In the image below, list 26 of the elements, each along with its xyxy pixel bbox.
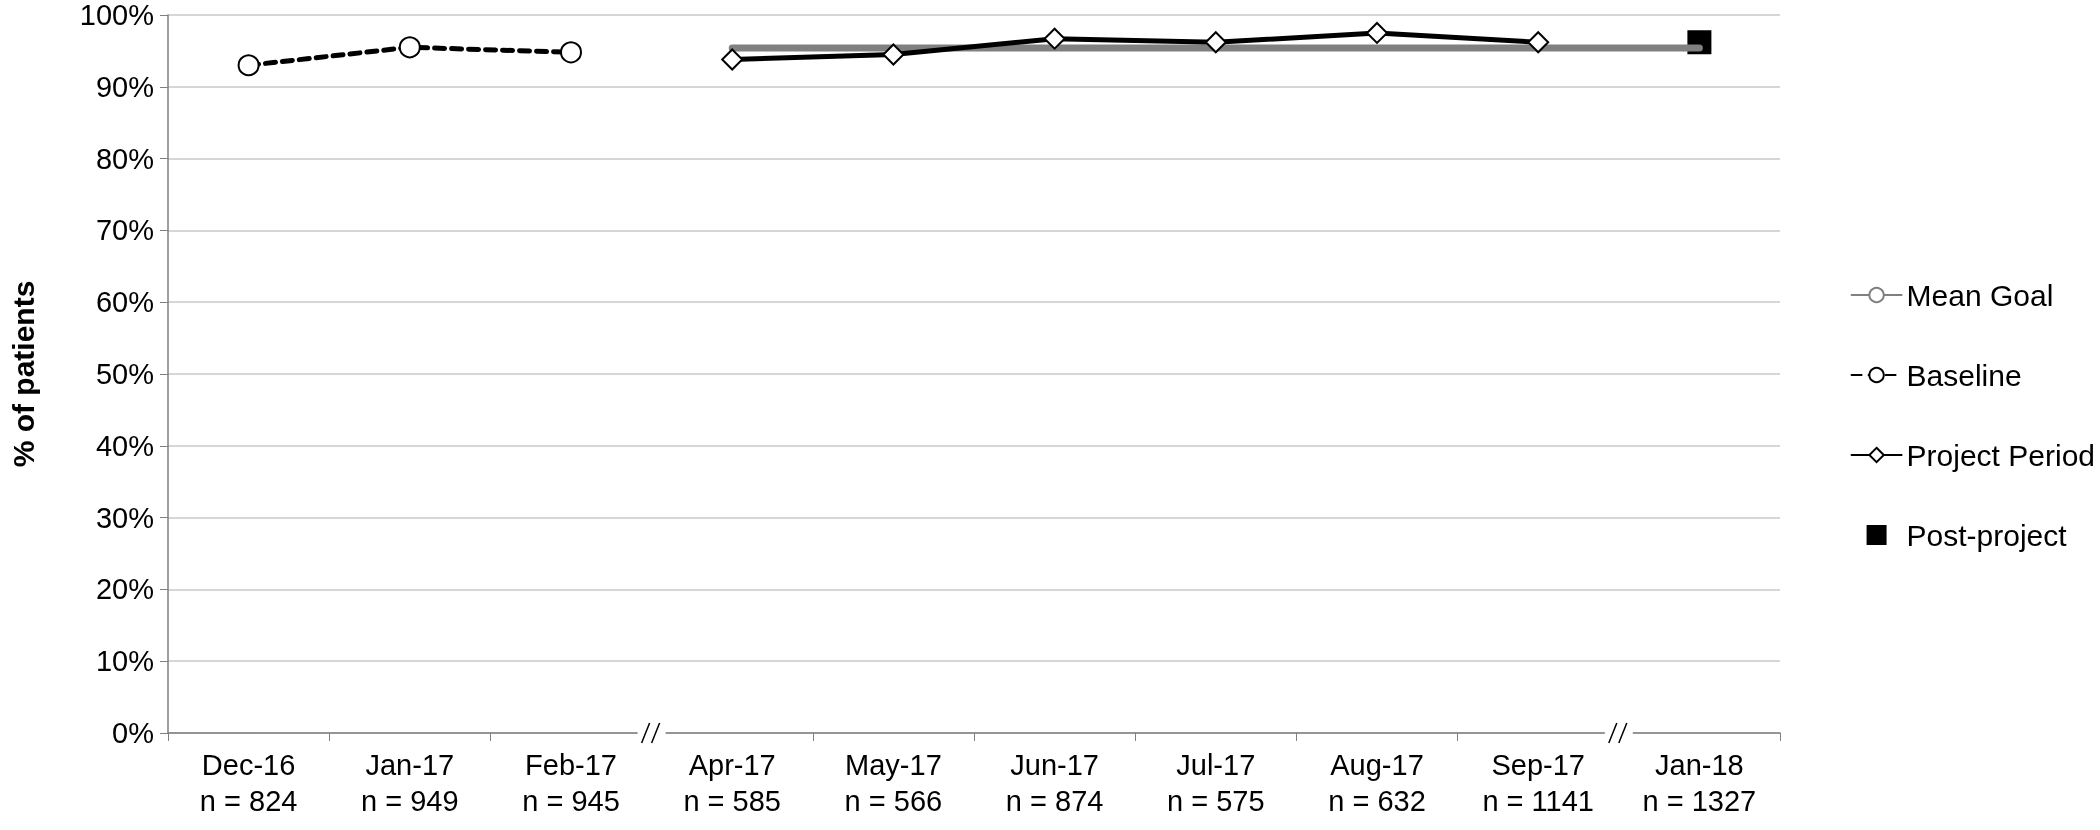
x-tick-label: Feb-17 n = 945 xyxy=(522,749,620,817)
y-tick-label: 20% xyxy=(95,573,154,606)
legend-label: Project Period xyxy=(1906,438,2096,472)
y-tick-label: 70% xyxy=(95,214,154,247)
y-tick-label: 50% xyxy=(95,358,154,390)
y-tick-label: 0% xyxy=(112,717,154,749)
x-tick-label: Jun-17 n = 874 xyxy=(1005,749,1104,817)
legend-label: Baseline xyxy=(1906,358,2022,392)
x-tick-label: Jul-17 n = 575 xyxy=(1167,749,1265,817)
y-tick-label: 10% xyxy=(95,645,154,678)
x-tick-label: Dec-16 n = 824 xyxy=(199,749,298,817)
y-tick-label: 90% xyxy=(95,70,154,103)
legend-label: Post-project xyxy=(1906,518,2068,552)
y-tick-label: 40% xyxy=(95,429,154,462)
y-tick-label: 100% xyxy=(79,0,154,31)
x-tick-label: Jan-17 n = 949 xyxy=(361,749,459,817)
y-axis-title: % of patients xyxy=(6,280,40,468)
x-tick-label: Apr-17 n = 585 xyxy=(683,749,781,817)
x-tick-label: Aug-17 n = 632 xyxy=(1328,749,1426,817)
y-tick-label: 30% xyxy=(95,501,154,534)
legend-label: Mean Goal xyxy=(1906,278,2054,312)
y-tick-label: 80% xyxy=(95,142,154,175)
x-tick-label: Jan-18 n = 1327 xyxy=(1642,749,1757,817)
x-tick-label: Sep-17 n = 1141 xyxy=(1482,749,1594,817)
y-tick-label: 60% xyxy=(95,286,154,319)
x-tick-label: May-17 n = 566 xyxy=(844,749,943,817)
